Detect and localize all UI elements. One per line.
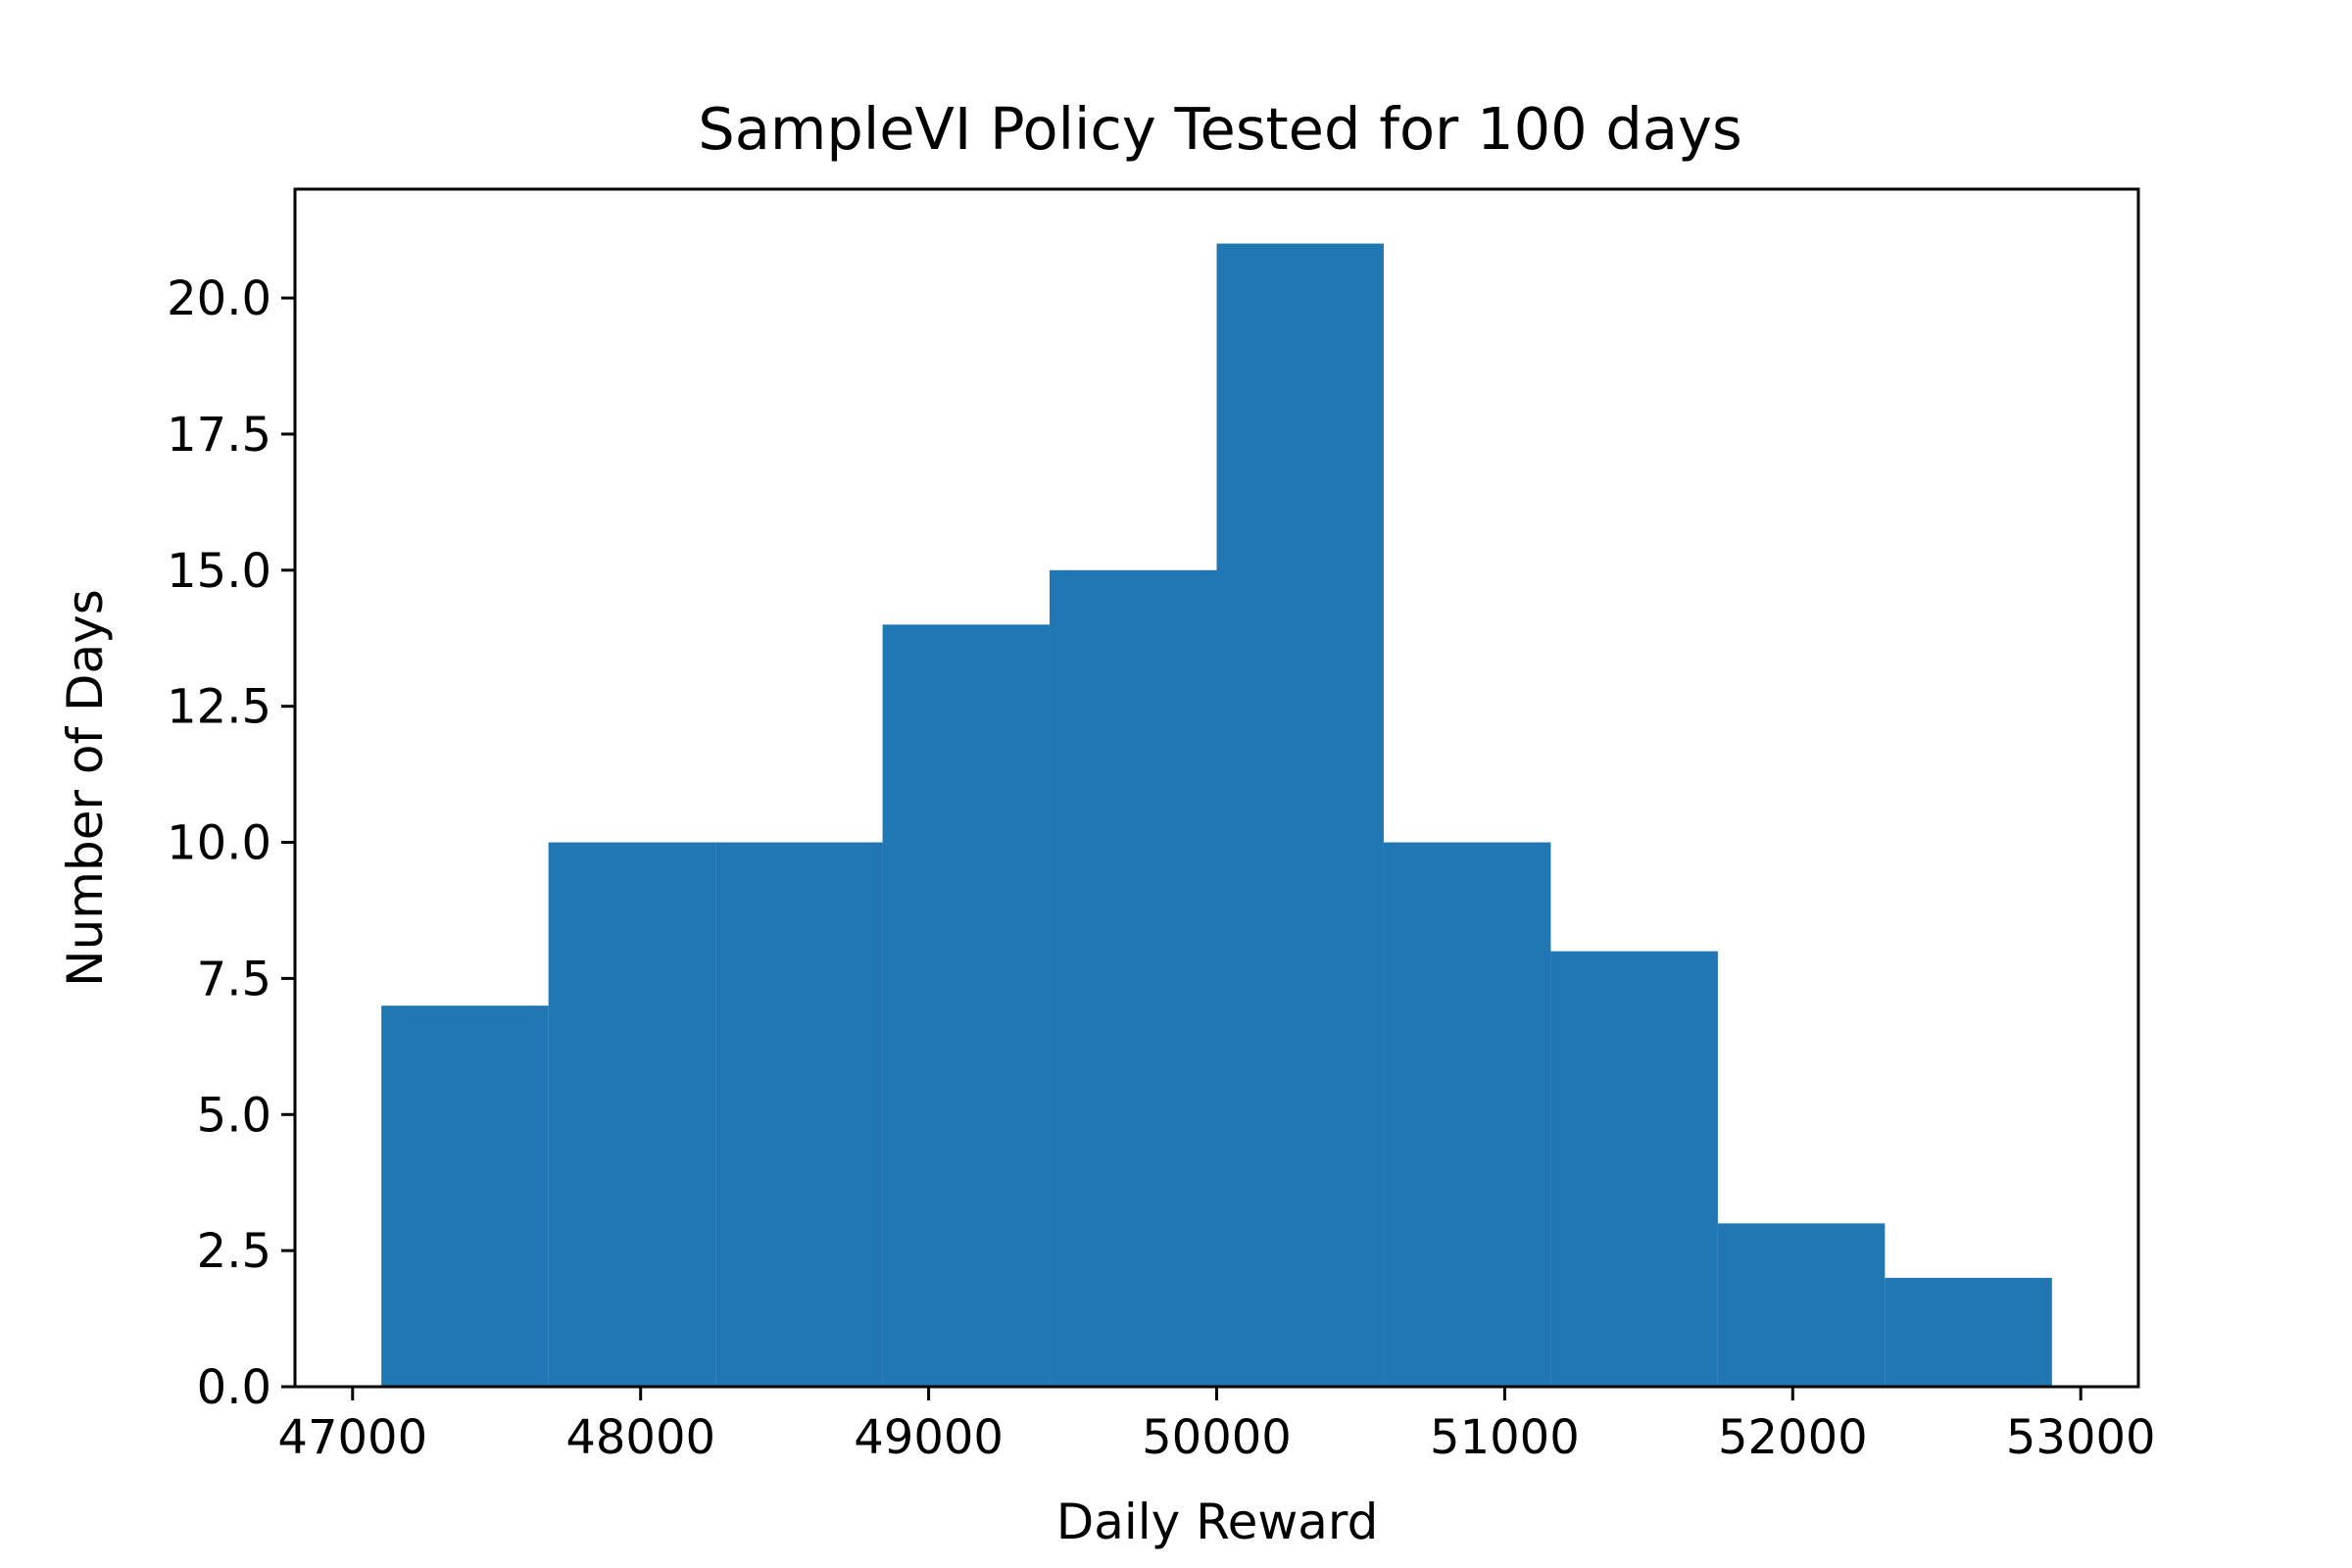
y-axis: 0.0 2.5 5.0 7.5 10.0 12.5 15.0 17.5 20.0 bbox=[167, 271, 295, 1415]
histogram-bar bbox=[1050, 569, 1217, 1387]
histogram-bar bbox=[1383, 842, 1551, 1387]
y-tick-label: 7.5 bbox=[197, 952, 271, 1006]
x-tick-label: 49000 bbox=[854, 1410, 1004, 1465]
y-axis-label: Number of Days bbox=[57, 589, 114, 987]
histogram-bar bbox=[1717, 1223, 1886, 1387]
y-tick-label: 0.0 bbox=[197, 1360, 271, 1415]
histogram-bar bbox=[882, 624, 1051, 1387]
histogram-bar bbox=[715, 842, 883, 1387]
chart-title: SampleVI Policy Tested for 100 days bbox=[698, 95, 1741, 163]
x-tick-label: 50000 bbox=[1142, 1410, 1292, 1465]
histogram-bar bbox=[1885, 1277, 2052, 1387]
histogram-bar bbox=[381, 1005, 549, 1387]
x-axis-label: Daily Reward bbox=[1056, 1494, 1379, 1550]
histogram-bar bbox=[1216, 243, 1384, 1388]
y-tick-label: 5.0 bbox=[197, 1088, 271, 1143]
x-tick-label: 51000 bbox=[1430, 1410, 1580, 1465]
x-axis: 47000 48000 49000 50000 51000 52000 53000 bbox=[277, 1387, 2156, 1465]
bars-group bbox=[381, 243, 2052, 1388]
histogram-bar bbox=[548, 842, 716, 1387]
x-tick-label: 53000 bbox=[2006, 1410, 2156, 1465]
x-tick-label: 48000 bbox=[565, 1410, 715, 1465]
y-tick-label: 15.0 bbox=[167, 544, 271, 599]
y-tick-label: 10.0 bbox=[167, 816, 271, 871]
x-tick-label: 47000 bbox=[277, 1410, 427, 1465]
histogram-bar bbox=[1550, 951, 1718, 1387]
x-tick-label: 52000 bbox=[1718, 1410, 1868, 1465]
y-tick-label: 17.5 bbox=[167, 408, 271, 463]
y-tick-label: 12.5 bbox=[167, 680, 271, 735]
y-tick-label: 2.5 bbox=[197, 1224, 271, 1279]
y-tick-label: 20.0 bbox=[167, 271, 271, 326]
